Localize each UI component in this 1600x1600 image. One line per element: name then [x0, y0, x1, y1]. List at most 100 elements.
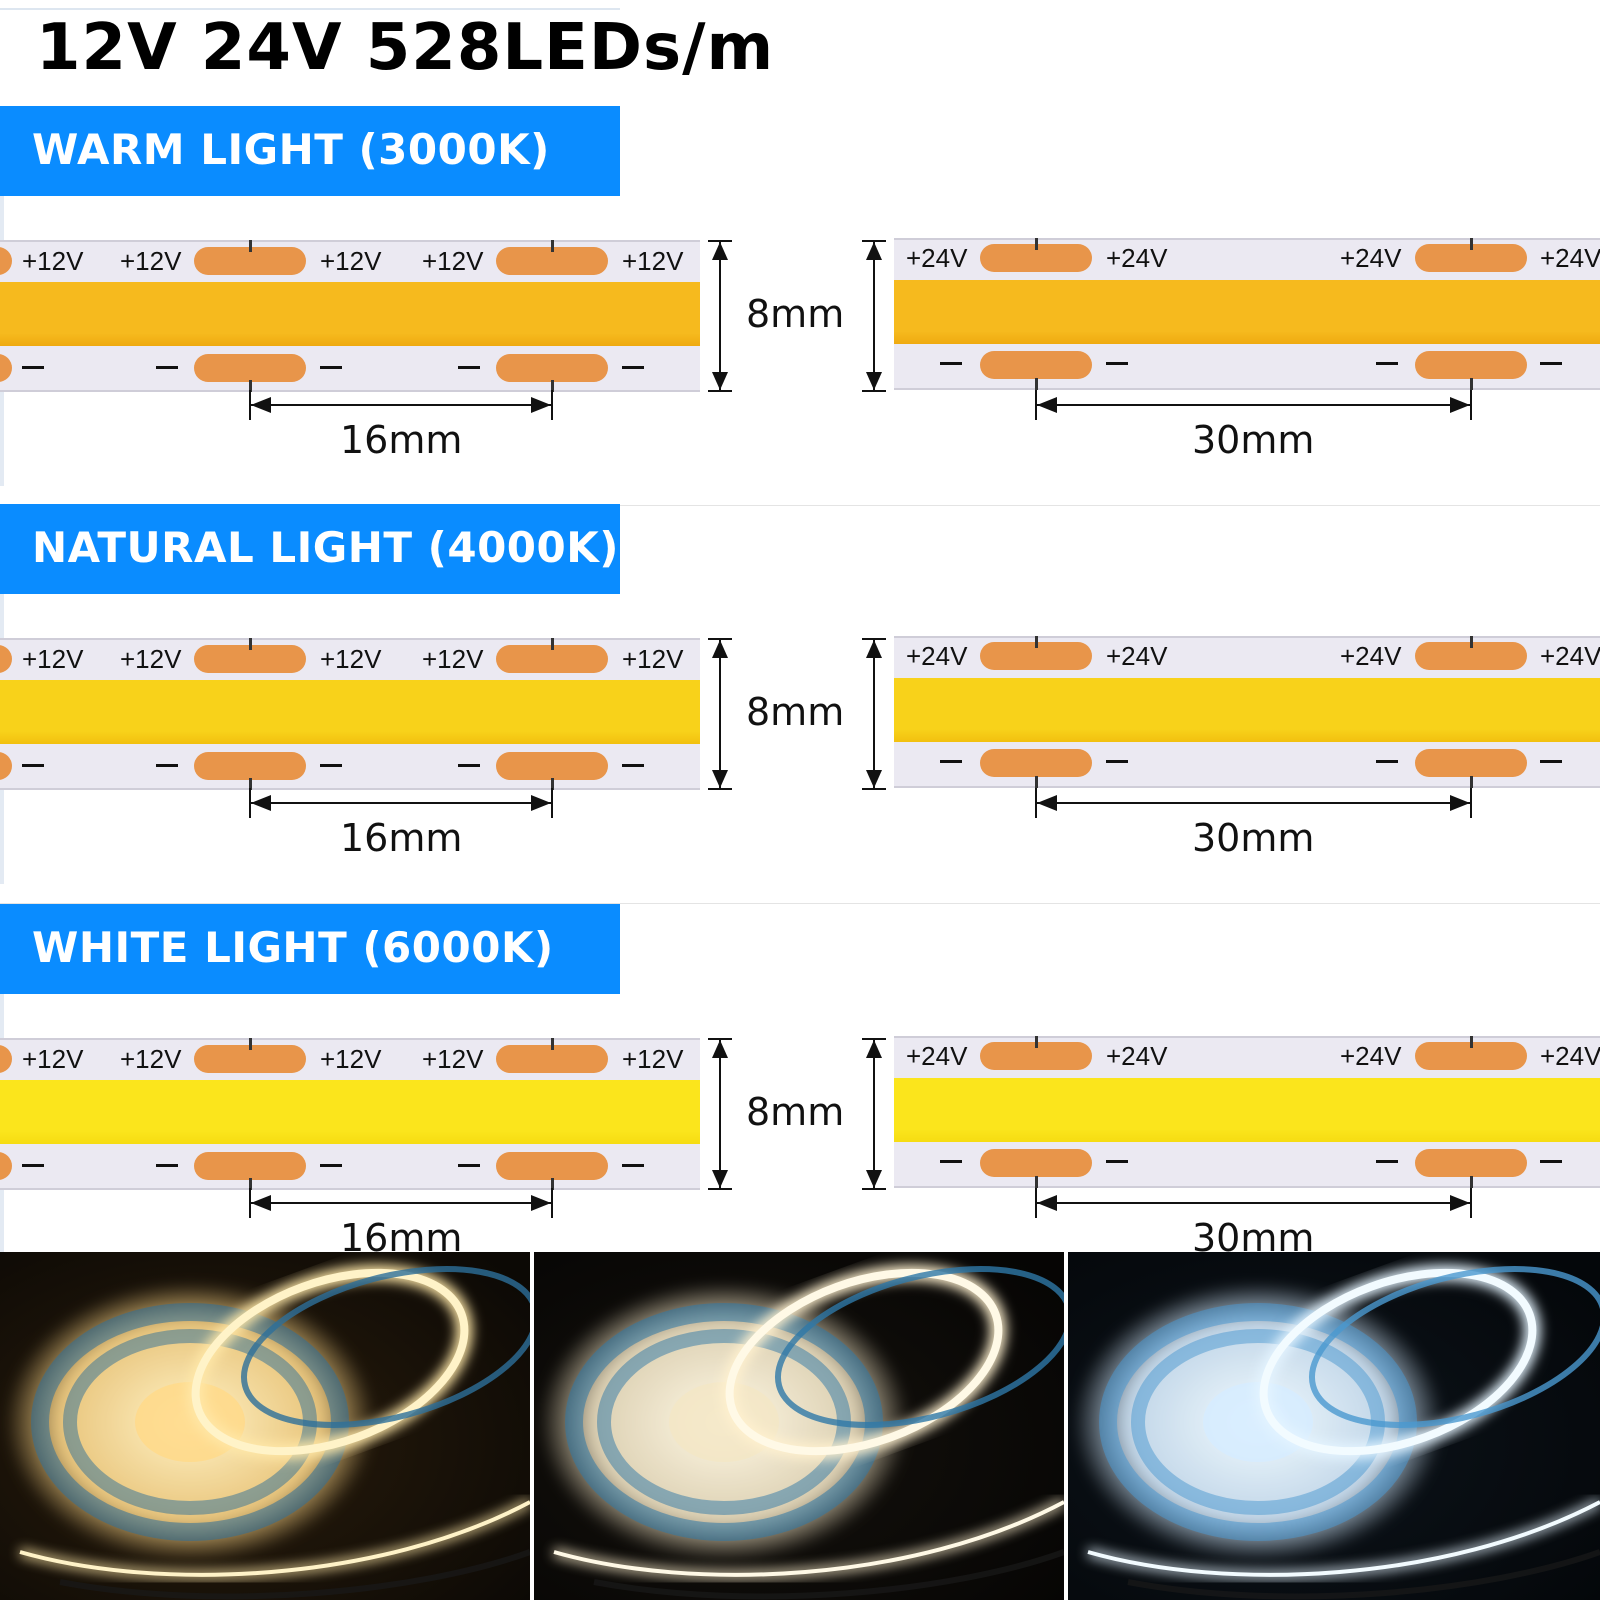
negative-terminal-mark	[940, 1160, 962, 1163]
dimension-arrow	[251, 1195, 271, 1211]
negative-terminal-mark	[1540, 760, 1562, 763]
cob-light-band	[0, 282, 700, 346]
cob-light-band	[894, 678, 1600, 742]
led-reel-illustration	[534, 1252, 1064, 1600]
solder-pad	[194, 1152, 306, 1180]
pitch-dimension-12v	[249, 390, 553, 420]
dimension-arrow	[1035, 390, 1037, 420]
negative-terminal-mark	[1540, 362, 1562, 365]
height-dimension-24v	[854, 1038, 894, 1190]
natural-light-reel-photo	[534, 1252, 1064, 1600]
dimension-arrow	[866, 770, 882, 788]
dimension-arrow	[873, 638, 875, 790]
cut-mark	[1470, 636, 1473, 788]
solder-pad	[0, 752, 12, 780]
negative-terminal-mark	[940, 362, 962, 365]
cob-light-band	[0, 1080, 700, 1144]
dimension-arrow	[712, 372, 728, 390]
positive-terminal-label: +24V	[1540, 641, 1600, 671]
pitch-dimension-12v	[249, 1188, 553, 1218]
dimension-arrow	[719, 240, 721, 392]
positive-terminal-label: +24V	[1106, 641, 1168, 671]
negative-terminal-mark	[320, 366, 342, 369]
solder-pad	[1415, 749, 1527, 777]
light-type-label: WARM LIGHT (3000K)	[0, 106, 620, 196]
positive-terminal-label: +12V	[422, 246, 484, 276]
title-top-rule	[0, 8, 620, 10]
dimension-arrow	[1450, 1195, 1470, 1211]
solder-pad	[496, 1152, 608, 1180]
light-type-text: NATURAL LIGHT (4000K)	[32, 523, 619, 572]
negative-terminal-mark	[458, 764, 480, 767]
negative-terminal-mark	[1106, 362, 1128, 365]
dimension-arrow	[1450, 795, 1470, 811]
dimension-arrow	[249, 1202, 553, 1204]
negative-terminal-mark	[22, 366, 44, 369]
cut-mark	[1470, 1036, 1473, 1188]
positive-terminal-label: +12V	[120, 246, 182, 276]
negative-terminal-mark	[458, 1164, 480, 1167]
section-divider	[0, 903, 1600, 904]
positive-terminal-label: +12V	[320, 1044, 382, 1074]
dimension-arrow	[1470, 390, 1472, 420]
dimension-arrow	[866, 1170, 882, 1188]
pitch-dimension-24v	[1035, 390, 1472, 420]
dimension-arrow	[862, 788, 886, 790]
dimension-arrow	[719, 638, 721, 790]
cut-mark	[1035, 636, 1038, 788]
dimension-arrow	[866, 372, 882, 390]
dimension-arrow	[249, 390, 251, 420]
strip-edge	[0, 638, 700, 640]
cut-mark	[249, 638, 252, 790]
light-type-text: WARM LIGHT (3000K)	[32, 125, 550, 174]
solder-pad	[0, 645, 12, 673]
dimension-arrow	[1035, 1202, 1472, 1204]
solder-pad	[1415, 1149, 1527, 1177]
height-dimension-12v	[700, 240, 740, 392]
led-reel-illustration	[0, 1252, 530, 1600]
warm-light-reel-photo	[0, 1252, 530, 1600]
cut-mark	[1470, 238, 1473, 390]
solder-pad	[0, 1152, 12, 1180]
strip-edge	[894, 388, 1600, 390]
positive-terminal-label: +12V	[120, 644, 182, 674]
positive-terminal-label: +12V	[622, 644, 684, 674]
light-section: NATURAL LIGHT (4000K) +12V +12V +12V +12V +12…	[0, 504, 1600, 904]
positive-terminal-label: +24V	[1340, 243, 1402, 273]
solder-pad	[0, 247, 12, 275]
dimension-arrow	[1035, 802, 1472, 804]
positive-terminal-label: +24V	[906, 1041, 968, 1071]
dimension-arrow	[1470, 788, 1472, 818]
pitch-label-12v: 16mm	[340, 816, 463, 860]
positive-terminal-label: +12V	[320, 246, 382, 276]
solder-pad	[980, 1149, 1092, 1177]
dimension-arrow	[531, 397, 551, 413]
negative-terminal-mark	[156, 764, 178, 767]
dimension-arrow	[249, 404, 553, 406]
negative-terminal-mark	[22, 1164, 44, 1167]
dimension-arrow	[251, 397, 271, 413]
dimension-arrow	[862, 638, 886, 640]
pitch-label-24v: 30mm	[1192, 816, 1315, 860]
strip-edge	[894, 238, 1600, 240]
negative-terminal-mark	[1376, 362, 1398, 365]
dimension-arrow	[249, 788, 251, 818]
positive-terminal-label: +24V	[906, 243, 968, 273]
dimension-arrow	[551, 1188, 553, 1218]
pitch-dimension-24v	[1035, 788, 1472, 818]
strip-24v: +24V +24V +24V +24V	[894, 1036, 1600, 1188]
positive-terminal-label: +12V	[120, 1044, 182, 1074]
solder-pad	[0, 1045, 12, 1073]
negative-terminal-mark	[622, 366, 644, 369]
dimension-arrow	[873, 240, 875, 392]
solder-pad	[496, 354, 608, 382]
cut-mark	[551, 240, 554, 392]
dimension-arrow	[712, 1170, 728, 1188]
solder-pad	[980, 351, 1092, 379]
cut-mark	[1035, 1036, 1038, 1188]
strip-edge	[894, 1036, 1600, 1038]
dimension-arrow	[1037, 397, 1057, 413]
strip-edge	[894, 1186, 1600, 1188]
height-label-12v: 8mm	[746, 1090, 845, 1134]
dimension-arrow	[712, 770, 728, 788]
